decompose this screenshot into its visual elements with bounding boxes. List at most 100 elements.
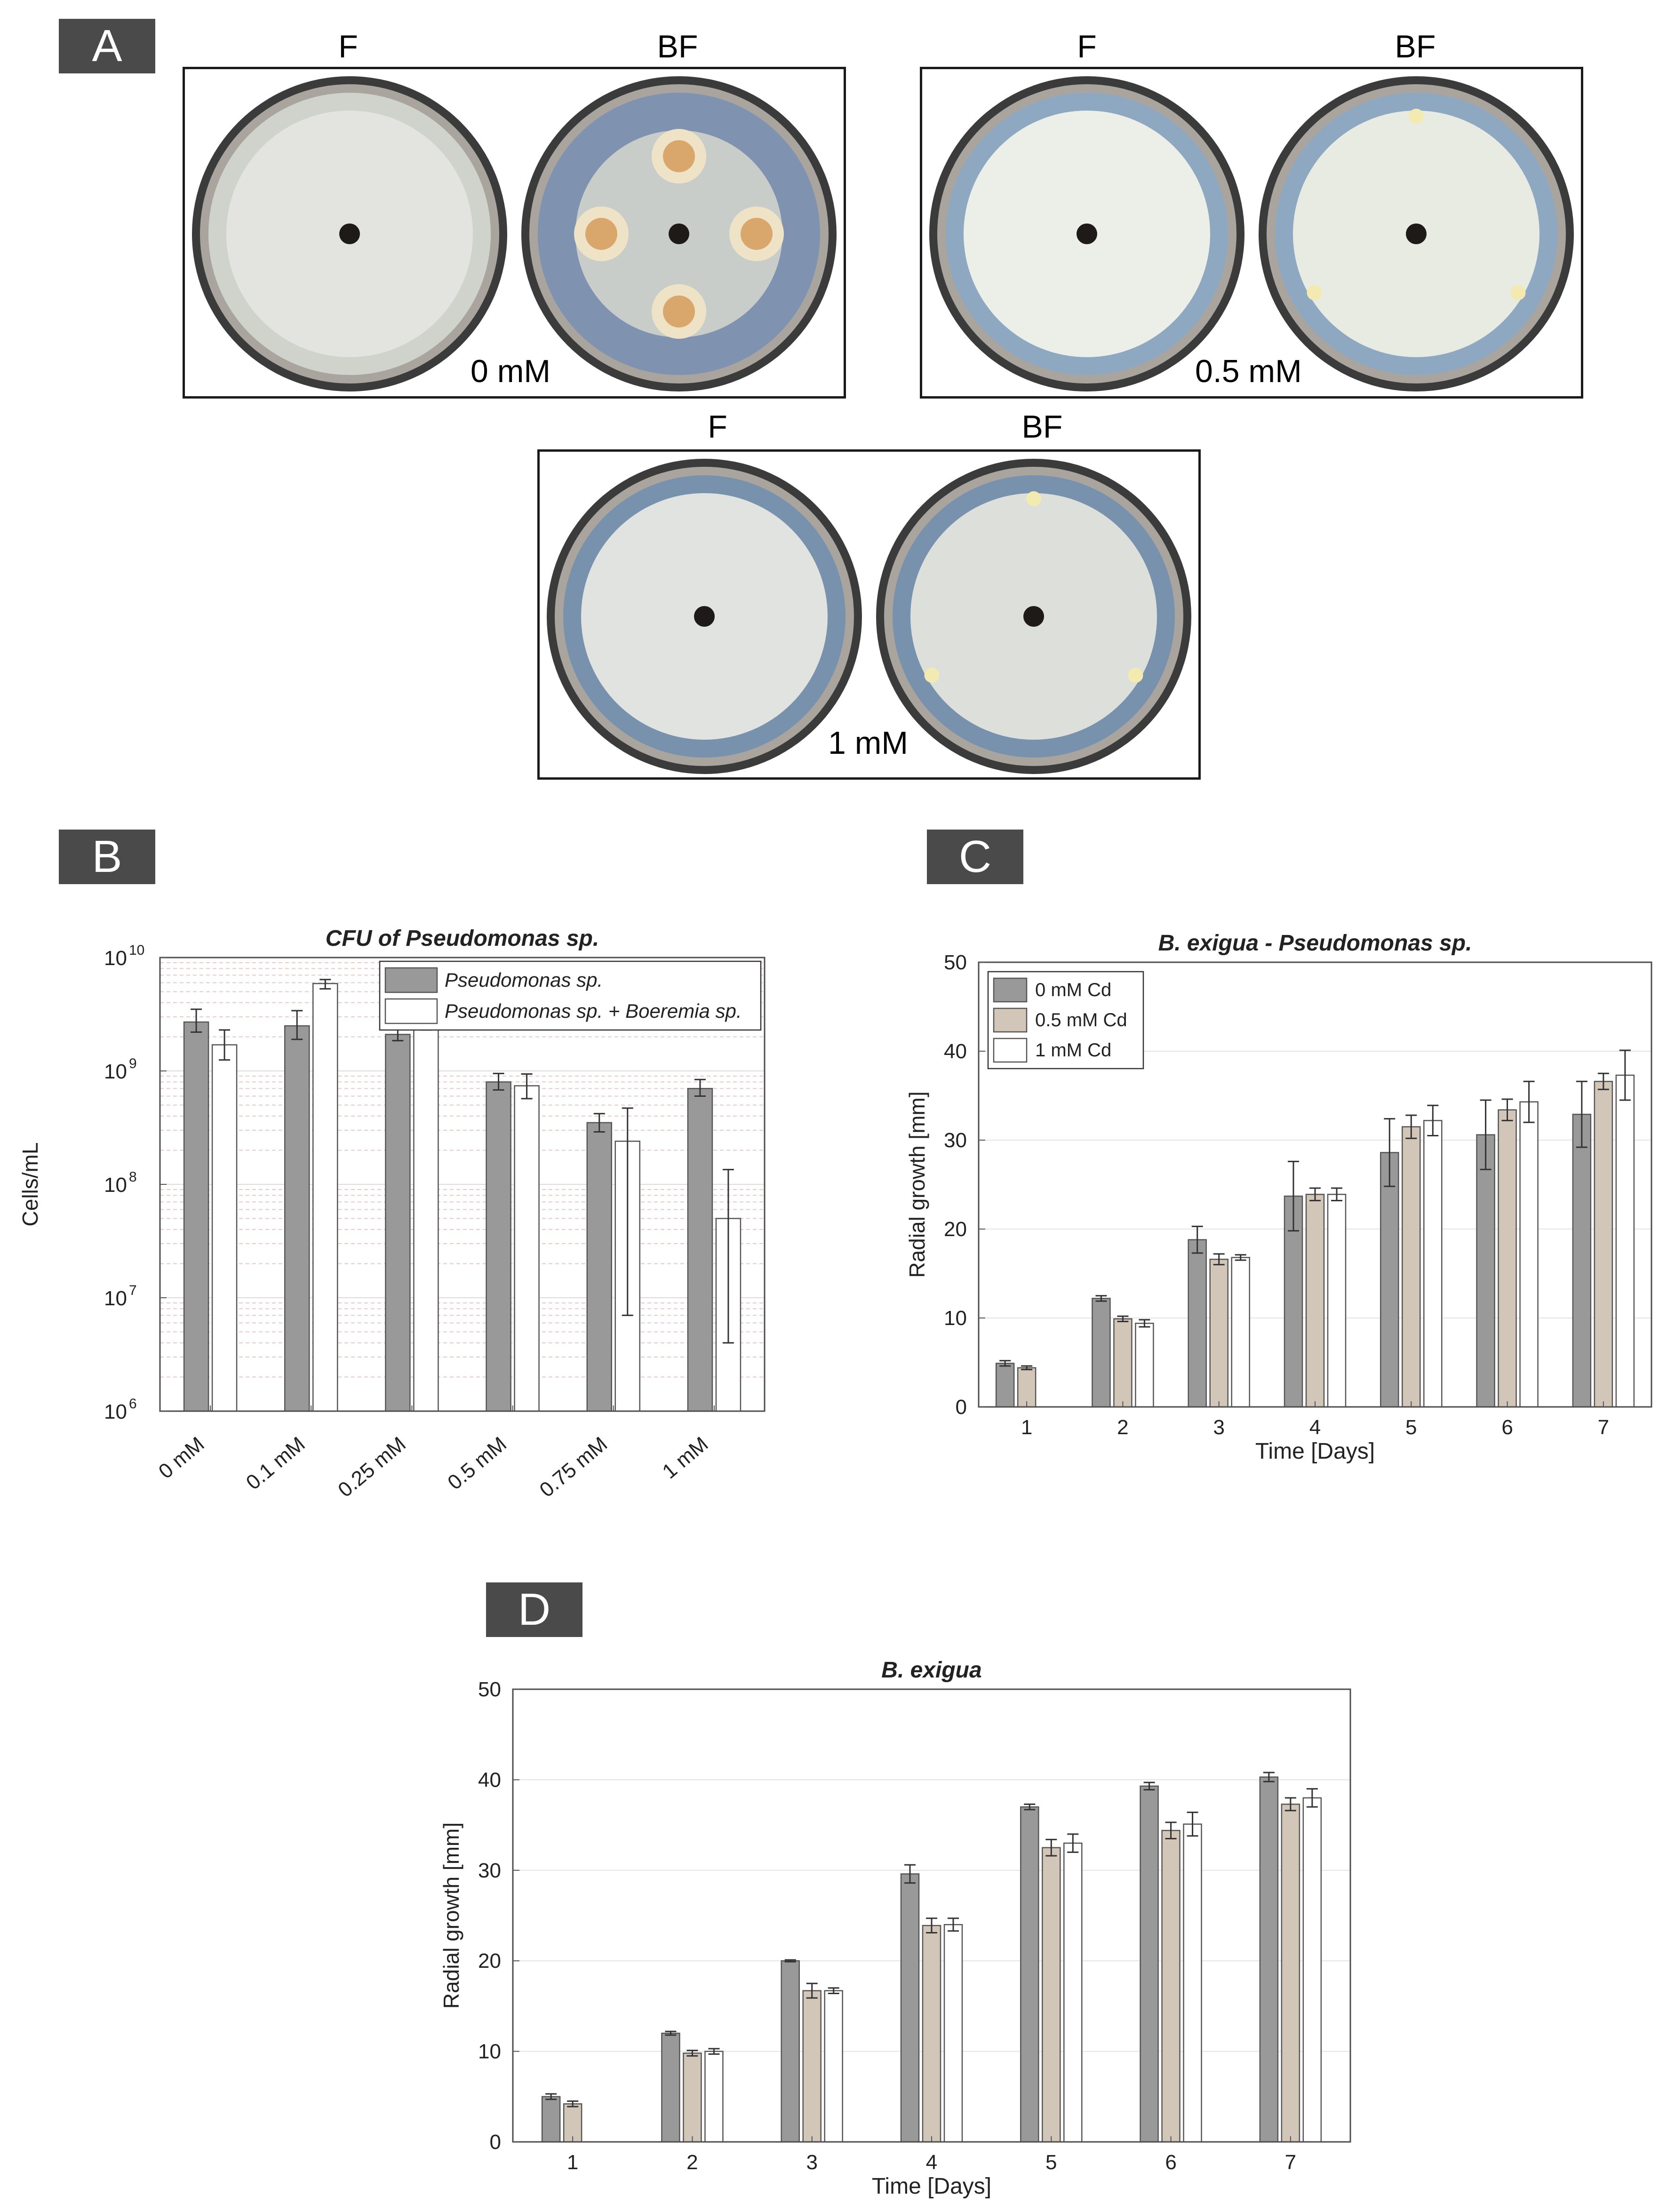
- bar: [1140, 1785, 1159, 2143]
- concentration-label-0mm: 0 mM: [471, 353, 550, 389]
- y-axis-label: Radial growth [mm]: [905, 1091, 929, 1278]
- bar: [995, 1363, 1015, 1408]
- bar: [661, 2032, 680, 2143]
- bar: [1188, 1239, 1207, 1408]
- y-tick-exponent: 8: [129, 1169, 137, 1185]
- y-tick-exponent: 6: [129, 1396, 137, 1412]
- bar: [1519, 1101, 1539, 1408]
- y-tick-label: 40: [478, 1768, 501, 1791]
- bar: [1380, 1152, 1399, 1408]
- bar: [1402, 1126, 1421, 1408]
- bacterial-colony: [1307, 285, 1322, 300]
- x-tick-label: 6: [1165, 2151, 1176, 2174]
- bar: [413, 1018, 439, 1412]
- x-tick-label: 2: [1117, 1416, 1128, 1439]
- bar: [802, 1990, 822, 2143]
- panel-d-tag: D: [486, 1582, 582, 1637]
- bar: [1135, 1323, 1154, 1408]
- bar: [943, 1924, 963, 2143]
- y-tick-label: 0: [490, 2131, 501, 2154]
- y-tick-label: 10: [104, 1400, 127, 1423]
- bar: [1231, 1257, 1250, 1408]
- y-tick-label: 40: [944, 1040, 967, 1063]
- legend-swatch: [993, 1007, 1028, 1033]
- inoculation-plug: [1406, 224, 1427, 244]
- x-tick-label: 0.5 mM: [443, 1432, 511, 1494]
- bar: [1423, 1120, 1443, 1408]
- bar: [312, 982, 338, 1412]
- bar: [824, 1990, 843, 2143]
- legend-label: 0 mM Cd: [1035, 980, 1111, 1000]
- inoculation-plug: [1023, 606, 1044, 627]
- x-tick-label: 1: [567, 2151, 578, 2174]
- plate-image-0mm-bf: [521, 76, 837, 391]
- bacterial-colony: [924, 668, 940, 683]
- bacterial-colony-center: [663, 140, 695, 172]
- radial-growth-fungus-chart: 1 2 3 4 5 6 7 0 10 20 30 40 50 B. exigua Radial growth…: [439, 1658, 1351, 2199]
- bar: [1305, 1194, 1325, 1408]
- y-tick-label: 10: [104, 1060, 127, 1083]
- bar: [1092, 1298, 1111, 1408]
- bar: [1209, 1259, 1228, 1408]
- chart-title: B. exigua - Pseudomonas sp.: [1158, 931, 1472, 956]
- bacterial-colony: [1510, 285, 1526, 300]
- bar: [586, 1122, 612, 1412]
- panel-b-tag: B: [59, 830, 155, 884]
- x-tick-label: 7: [1285, 2151, 1296, 2174]
- chart-title: CFU of Pseudomonas sp.: [326, 926, 599, 951]
- legend-label: Pseudomonas sp.: [445, 969, 603, 991]
- bar: [284, 1025, 310, 1412]
- bar: [541, 2096, 561, 2143]
- x-tick-label: 4: [926, 2151, 937, 2174]
- bar: [704, 2051, 724, 2143]
- x-tick-label: 3: [806, 2151, 817, 2174]
- concentration-label-05mm: 0.5 mM: [1195, 353, 1302, 389]
- plate-label-bf: BF: [657, 29, 698, 64]
- bar: [1302, 1797, 1322, 2143]
- bacterial-colony-center: [741, 218, 773, 250]
- plate-label-f: F: [1077, 29, 1097, 64]
- x-tick-label: 1 mM: [658, 1432, 713, 1483]
- axes-box: [978, 961, 1652, 1408]
- bar: [1161, 1829, 1180, 2143]
- bar: [1572, 1113, 1592, 1408]
- y-tick-label: 10: [104, 947, 127, 970]
- y-tick-label: 10: [104, 1287, 127, 1310]
- x-axis-label: Time [Days]: [1255, 1439, 1375, 1464]
- bacterial-colony-center: [663, 295, 695, 327]
- y-tick-label: 50: [478, 1678, 501, 1701]
- bar: [1042, 1847, 1061, 2143]
- bar: [683, 2052, 702, 2143]
- legend-label: 0.5 mM Cd: [1035, 1010, 1127, 1030]
- radial-growth-co-culture-chart: 1 2 3 4 5 6 7 0 10 20 30 40 50 B. exigua - Pseudomona…: [905, 931, 1652, 1464]
- bar: [781, 1960, 800, 2143]
- bacterial-colony: [1409, 109, 1424, 124]
- x-tick-label: 5: [1405, 1416, 1417, 1439]
- y-tick-label: 20: [944, 1218, 967, 1241]
- plate-image-1mm-bf: [876, 459, 1191, 774]
- x-tick-label: 0.75 mM: [535, 1432, 612, 1502]
- plate-label-bf: BF: [1395, 29, 1436, 64]
- y-tick-label: 30: [944, 1129, 967, 1152]
- y-tick-exponent: 10: [129, 942, 144, 958]
- bar: [922, 1925, 941, 2143]
- plate-label-bf: BF: [1021, 409, 1063, 445]
- bar: [1183, 1823, 1202, 2143]
- inoculation-plug: [669, 224, 689, 244]
- concentration-label-1mm: 1 mM: [828, 725, 908, 761]
- panel-a-tag: A: [59, 19, 155, 73]
- bar: [1281, 1804, 1300, 2143]
- plate-image-1mm-f: [547, 459, 862, 774]
- bar: [1327, 1194, 1347, 1408]
- bacterial-colony: [1026, 491, 1041, 506]
- x-tick-label: 4: [1309, 1416, 1321, 1439]
- x-tick-label: 6: [1501, 1416, 1513, 1439]
- legend-box: [379, 960, 762, 1031]
- x-tick-label: 2: [686, 2151, 698, 2174]
- y-tick-label: 50: [944, 951, 967, 974]
- bar: [514, 1085, 540, 1412]
- bar: [211, 1044, 238, 1412]
- plate-box-1mm: [537, 449, 1201, 780]
- bar: [1498, 1109, 1517, 1408]
